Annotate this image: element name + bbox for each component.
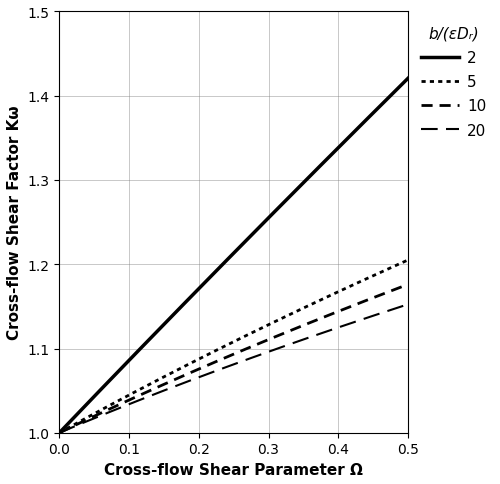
2 (245, 236, 251, 242)
20 (245, 357, 251, 363)
5 (342, 286, 348, 292)
5 (396, 261, 402, 267)
10 (264, 338, 270, 344)
Line: 2: 2 (60, 79, 408, 433)
20 (264, 350, 270, 356)
10 (245, 346, 251, 351)
10 (222, 355, 228, 361)
Line: 20: 20 (60, 304, 408, 433)
10 (405, 282, 411, 287)
2 (405, 76, 411, 82)
20 (405, 302, 411, 307)
5 (264, 323, 270, 329)
2 (396, 85, 402, 91)
20 (222, 365, 228, 371)
Line: 5: 5 (60, 260, 408, 433)
2 (224, 257, 230, 263)
2 (264, 217, 270, 223)
5 (405, 257, 411, 263)
20 (224, 364, 230, 370)
Legend: 2, 5, 10, 20: 2, 5, 10, 20 (415, 21, 492, 144)
X-axis label: Cross-flow Shear Parameter Ω: Cross-flow Shear Parameter Ω (104, 462, 363, 477)
10 (342, 306, 348, 312)
2 (342, 139, 348, 145)
Line: 10: 10 (60, 285, 408, 433)
20 (342, 322, 348, 328)
5 (224, 342, 230, 348)
10 (396, 285, 402, 291)
10 (56, 430, 62, 436)
2 (56, 430, 62, 436)
5 (56, 430, 62, 436)
Y-axis label: Cross-flow Shear Factor Kω: Cross-flow Shear Factor Kω (7, 106, 22, 340)
2 (222, 259, 228, 265)
10 (224, 354, 230, 360)
20 (56, 430, 62, 436)
5 (222, 343, 228, 349)
5 (245, 332, 251, 338)
20 (396, 304, 402, 310)
